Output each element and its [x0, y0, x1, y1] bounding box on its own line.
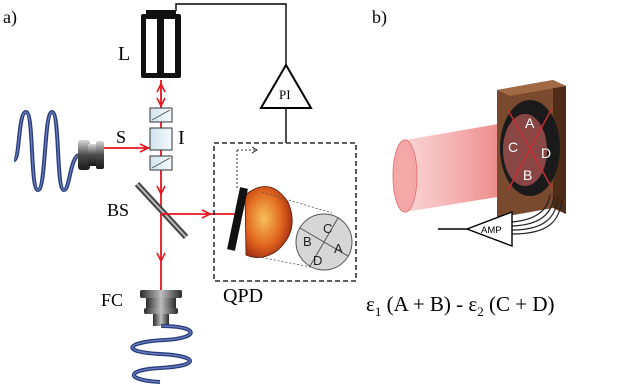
fiber-coupler — [140, 290, 182, 326]
qpd-detail-box — [213, 142, 357, 282]
beamsplitter-highlight — [136, 183, 187, 238]
amp-label: AMP — [481, 225, 502, 236]
source-label: S — [116, 127, 126, 147]
laser-label: L — [118, 43, 130, 65]
beam-arrow-down-3 — [156, 252, 166, 263]
formula-tail: (C + D) — [484, 292, 555, 316]
qpd-quadrant-b: B — [303, 234, 312, 249]
qpd-quadrant-a: A — [334, 241, 343, 256]
source-fiber — [12, 109, 81, 193]
source-connector — [78, 140, 104, 170]
beam-to-qpd-arrow — [201, 209, 212, 219]
beam-arrow-up — [156, 82, 166, 93]
disc-quadrant-d: D — [541, 145, 551, 161]
isolator-label: I — [178, 127, 185, 149]
qpd-detector — [227, 186, 293, 258]
formula-sub2: 2 — [477, 304, 484, 319]
pi-label: PI — [279, 87, 291, 102]
angle-indicator-arrow — [251, 146, 258, 154]
formula-sub1: 1 — [375, 304, 382, 319]
qpd-face — [295, 213, 353, 271]
feedback-wire — [175, 3, 287, 65]
qpd-disc — [500, 100, 560, 196]
output-fiber-highlight — [131, 325, 192, 383]
qpd-label: QPD — [223, 285, 263, 307]
signal-formula: ε1 (A + B) - ε2 (C + D) — [366, 292, 555, 319]
qpd-quadrant-c: C — [323, 221, 332, 236]
disc-quadrant-b: B — [523, 167, 532, 183]
formula-eps2: ε — [468, 292, 477, 316]
panel-a-label: a) — [3, 7, 17, 28]
beam-arrow-down-1 — [156, 97, 166, 108]
panel-a: a) L PI I — [3, 3, 357, 384]
disc-quadrant-a: A — [525, 115, 535, 131]
disc-quadrant-c: C — [508, 139, 518, 155]
laser-beam-cylinder — [392, 122, 510, 213]
isolator — [149, 107, 173, 171]
formula-mid: (A + B) - — [381, 292, 468, 316]
amp-wires — [511, 194, 563, 235]
fiber-coupler-label: FC — [101, 290, 123, 310]
qpd-quadrant-d: D — [313, 253, 322, 268]
beam-arrow-down-2 — [156, 185, 166, 196]
source-fiber-highlight — [13, 111, 81, 191]
source-beam-arrow — [139, 143, 150, 153]
amp — [438, 210, 513, 248]
projection-line-top — [261, 191, 333, 214]
formula-eps1: ε — [366, 292, 375, 316]
pi-controller — [259, 63, 313, 109]
panel-b: b) A C D B — [366, 7, 566, 319]
panel-b-label: b) — [372, 7, 387, 28]
laser — [141, 10, 181, 78]
beamsplitter-label: BS — [107, 200, 129, 220]
